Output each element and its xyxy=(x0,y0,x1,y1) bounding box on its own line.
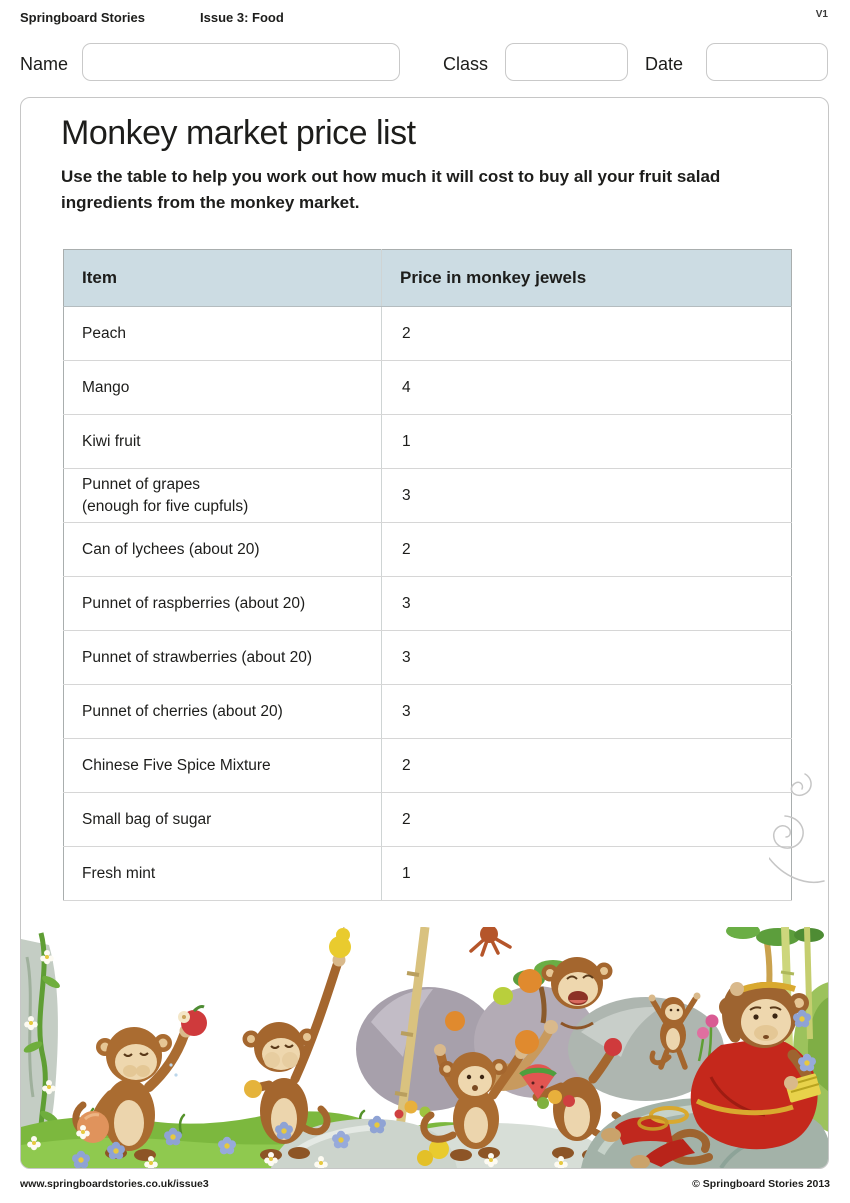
item-cell: Mango xyxy=(63,360,382,415)
name-input[interactable] xyxy=(82,43,400,81)
price-cell: 3 xyxy=(381,684,792,739)
table-row: Chinese Five Spice Mixture 2 xyxy=(63,738,792,793)
table-row: Fresh mint 1 xyxy=(63,846,792,901)
item-cell: Kiwi fruit xyxy=(63,414,382,469)
item-cell: Small bag of sugar xyxy=(63,792,382,847)
item-cell: Peach xyxy=(63,306,382,361)
table-row: Mango 4 xyxy=(63,360,792,415)
price-cell: 2 xyxy=(381,738,792,793)
class-input[interactable] xyxy=(505,43,628,81)
price-cell: 4 xyxy=(381,360,792,415)
footer-copyright: © Springboard Stories 2013 xyxy=(692,1178,830,1190)
date-input[interactable] xyxy=(706,43,828,81)
column-header-item: Item xyxy=(63,249,382,307)
item-cell: Can of lychees (about 20) xyxy=(63,522,382,577)
footer-url: www.springboardstories.co.uk/issue3 xyxy=(20,1178,209,1190)
table-row: Kiwi fruit 1 xyxy=(63,414,792,469)
column-header-price: Price in monkey jewels xyxy=(381,249,792,307)
worksheet-card: Monkey market price list Use the table t… xyxy=(20,97,829,1169)
name-label: Name xyxy=(20,54,69,74)
price-cell: 3 xyxy=(381,630,792,685)
item-cell: Punnet of grapes (enough for five cupful… xyxy=(63,468,382,523)
monkey-illustration xyxy=(21,927,828,1168)
swirl-decoration-icon xyxy=(769,773,825,883)
price-cell: 2 xyxy=(381,522,792,577)
table-row: Punnet of raspberries (about 20) 3 xyxy=(63,576,792,631)
table-row: Peach 2 xyxy=(63,306,792,361)
item-cell: Punnet of strawberries (about 20) xyxy=(63,630,382,685)
item-cell: Fresh mint xyxy=(63,846,382,901)
page-title: Monkey market price list xyxy=(61,114,416,152)
item-cell: Punnet of raspberries (about 20) xyxy=(63,576,382,631)
table-row: Small bag of sugar 2 xyxy=(63,792,792,847)
item-cell: Chinese Five Spice Mixture xyxy=(63,738,382,793)
table-row: Punnet of cherries (about 20) 3 xyxy=(63,684,792,739)
item-cell: Punnet of cherries (about 20) xyxy=(63,684,382,739)
price-cell: 1 xyxy=(381,414,792,469)
table-row: Can of lychees (about 20) 2 xyxy=(63,522,792,577)
date-label: Date xyxy=(645,54,684,74)
brand-title: Springboard Stories xyxy=(20,10,145,25)
price-cell: 2 xyxy=(381,306,792,361)
version-label: V1 xyxy=(815,9,828,20)
instructions-text: Use the table to help you work out how m… xyxy=(61,167,721,212)
table-header-row: Item Price in monkey jewels xyxy=(63,249,792,307)
table-row: Punnet of grapes (enough for five cupful… xyxy=(63,468,792,523)
price-table: Item Price in monkey jewels Peach 2 Mang… xyxy=(63,249,792,901)
table-row: Punnet of strawberries (about 20) 3 xyxy=(63,630,792,685)
price-cell: 3 xyxy=(381,576,792,631)
price-cell: 1 xyxy=(381,846,792,901)
price-cell: 3 xyxy=(381,468,792,523)
issue-title: Issue 3: Food xyxy=(200,10,284,25)
price-cell: 2 xyxy=(381,792,792,847)
class-label: Class xyxy=(443,54,489,74)
